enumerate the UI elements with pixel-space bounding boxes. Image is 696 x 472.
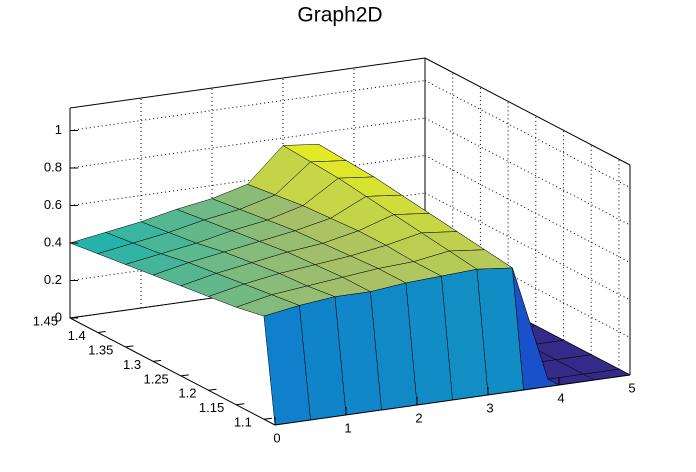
x-tick-label: 4 <box>557 390 564 405</box>
grid-line <box>424 192 631 301</box>
y-tick-label: 1.2 <box>178 386 196 401</box>
x-tick-label: 3 <box>486 400 493 415</box>
y-tick-label: 1.3 <box>123 357 141 372</box>
y-tick-label: 1.25 <box>143 371 168 386</box>
grid-line <box>424 117 631 226</box>
y-tick-label: 1.35 <box>88 342 113 357</box>
y-tick <box>208 388 217 391</box>
x-tick-label: 5 <box>628 380 635 395</box>
y-axis <box>69 317 276 426</box>
y-tick <box>180 374 189 377</box>
z-tick-label: 0 <box>55 309 62 324</box>
y-tick-label: 1.45 <box>33 313 58 328</box>
grid-line <box>424 155 631 263</box>
x-axis <box>274 374 631 426</box>
grid-line <box>424 80 631 188</box>
y-tick <box>153 359 162 362</box>
z-tick-label: 1 <box>55 122 62 137</box>
x-tick-label: 0 <box>273 430 280 445</box>
z-tick-label: 0.6 <box>44 197 62 212</box>
y-tick <box>236 403 245 406</box>
box-edge <box>424 57 631 166</box>
grid-line <box>424 230 631 338</box>
chart-title: Graph2D <box>297 4 382 27</box>
y-tick <box>263 417 272 420</box>
box-edge <box>69 57 426 109</box>
y-tick-label: 1.1 <box>234 415 252 430</box>
z-tick-label: 0.8 <box>44 159 62 174</box>
y-tick <box>97 330 106 333</box>
y-tick-label: 1.4 <box>68 328 86 343</box>
z-tick-label: 0.2 <box>44 272 62 287</box>
x-tick-label: 2 <box>415 410 422 425</box>
y-tick <box>125 345 134 348</box>
x-tick-label: 1 <box>344 420 351 435</box>
y-tick-label: 1.15 <box>199 400 224 415</box>
z-tick-label: 0.4 <box>44 234 62 249</box>
